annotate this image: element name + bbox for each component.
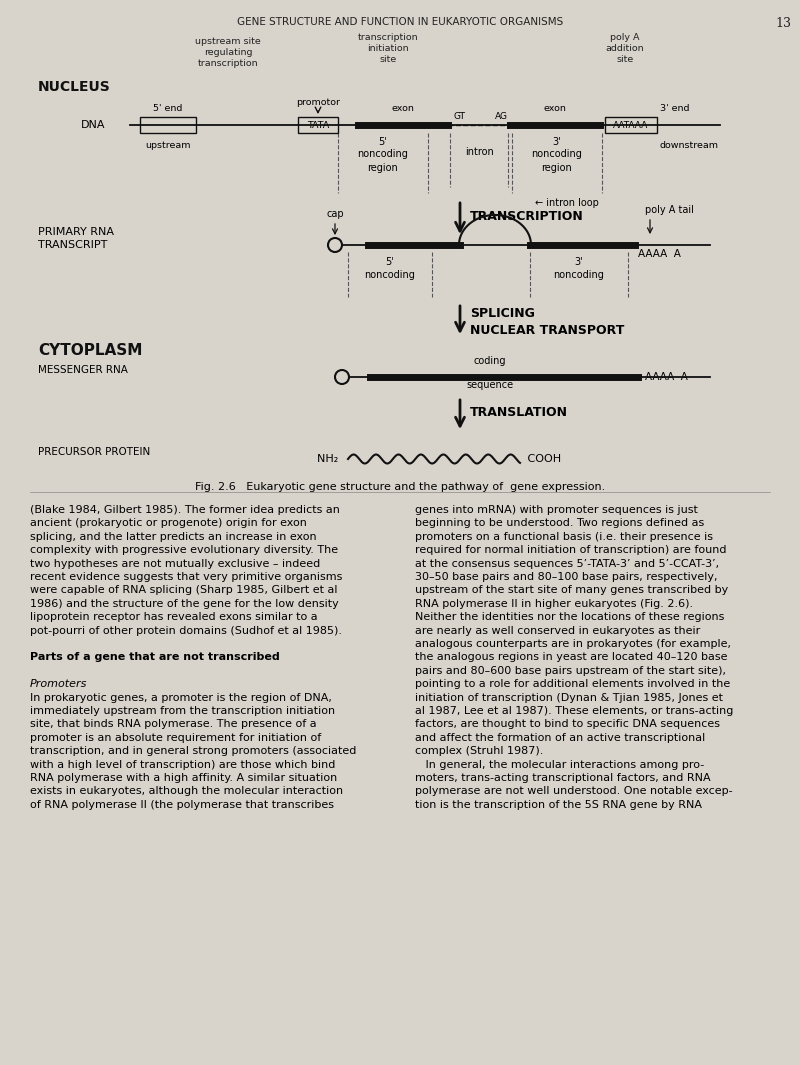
Text: upstream: upstream [146, 141, 190, 150]
Text: region: region [542, 163, 572, 173]
Text: noncoding: noncoding [358, 149, 409, 159]
Text: Fig. 2.6   Eukaryotic gene structure and the pathway of  gene expression.: Fig. 2.6 Eukaryotic gene structure and t… [195, 482, 605, 492]
Text: 3': 3' [574, 257, 583, 267]
Text: tion is the transcription of the 5S RNA gene by RNA: tion is the transcription of the 5S RNA … [415, 800, 702, 809]
Text: the analogous regions in yeast are located 40–120 base: the analogous regions in yeast are locat… [415, 653, 727, 662]
Text: recent evidence suggests that very primitive organisms: recent evidence suggests that very primi… [30, 572, 342, 581]
Bar [605, 117, 657, 133]
Text: RNA polymerase with a high affinity. A similar situation: RNA polymerase with a high affinity. A s… [30, 773, 338, 783]
Text: COOH: COOH [524, 454, 561, 464]
Text: splicing, and the latter predicts an increase in exon: splicing, and the latter predicts an inc… [30, 531, 317, 542]
Text: 30–50 base pairs and 80–100 base pairs, respectively,: 30–50 base pairs and 80–100 base pairs, … [415, 572, 718, 581]
Text: cap: cap [326, 209, 344, 219]
Text: 1986) and the structure of the gene for the low density: 1986) and the structure of the gene for … [30, 599, 338, 609]
Text: Neither the identities nor the locations of these regions: Neither the identities nor the locations… [415, 612, 724, 622]
Text: noncoding: noncoding [554, 271, 605, 280]
Text: noncoding: noncoding [531, 149, 582, 159]
Text: 13: 13 [775, 17, 791, 30]
Text: AAAA  A: AAAA A [645, 372, 688, 382]
Text: moters, trans-acting transcriptional factors, and RNA: moters, trans-acting transcriptional fac… [415, 773, 710, 783]
Text: analogous counterparts are in prokaryotes (for example,: analogous counterparts are in prokaryote… [415, 639, 731, 649]
Text: In general, the molecular interactions among pro-: In general, the molecular interactions a… [415, 759, 704, 770]
Text: of RNA polymerase II (the polymerase that transcribes: of RNA polymerase II (the polymerase tha… [30, 800, 334, 809]
Text: ← intron loop: ← intron loop [535, 198, 599, 208]
Text: downstream: downstream [660, 141, 719, 150]
Text: factors, are thought to bind to specific DNA sequences: factors, are thought to bind to specific… [415, 719, 720, 730]
Text: CYTOPLASM: CYTOPLASM [38, 343, 142, 358]
Text: at the consensus sequences 5’-TATA-3’ and 5’-CCAT-3’,: at the consensus sequences 5’-TATA-3’ an… [415, 559, 719, 569]
Text: transcription, and in general strong promoters (associated: transcription, and in general strong pro… [30, 747, 356, 756]
Text: initiation of transcription (Dynan & Tjian 1985, Jones et: initiation of transcription (Dynan & Tji… [415, 692, 723, 703]
Text: RNA polymerase II in higher eukaryotes (Fig. 2.6).: RNA polymerase II in higher eukaryotes (… [415, 599, 693, 609]
Text: AATAAA: AATAAA [614, 120, 649, 130]
Text: PRIMARY RNA
TRANSCRIPT: PRIMARY RNA TRANSCRIPT [38, 227, 114, 250]
Text: poly A
addition
site: poly A addition site [606, 33, 644, 64]
Text: sequence: sequence [466, 380, 514, 390]
Text: pointing to a role for additional elements involved in the: pointing to a role for additional elemen… [415, 679, 730, 689]
Text: noncoding: noncoding [365, 271, 415, 280]
Text: required for normal initiation of transcription) are found: required for normal initiation of transc… [415, 545, 726, 555]
Text: and affect the formation of an active transcriptional: and affect the formation of an active tr… [415, 733, 706, 742]
Text: 5': 5' [386, 257, 394, 267]
Text: promoter is an absolute requirement for initiation of: promoter is an absolute requirement for … [30, 733, 322, 742]
Text: al 1987, Lee et al 1987). These elements, or trans-acting: al 1987, Lee et al 1987). These elements… [415, 706, 734, 716]
Text: 5' end: 5' end [154, 104, 182, 113]
Text: pairs and 80–600 base pairs upstream of the start site),: pairs and 80–600 base pairs upstream of … [415, 666, 726, 676]
Text: complex (Struhl 1987).: complex (Struhl 1987). [415, 747, 543, 756]
Text: two hypotheses are not mutually exclusive – indeed: two hypotheses are not mutually exclusiv… [30, 559, 320, 569]
Text: 3' end: 3' end [660, 104, 690, 113]
Text: promotor: promotor [296, 98, 340, 107]
Text: lipoprotein receptor has revealed exons similar to a: lipoprotein receptor has revealed exons … [30, 612, 318, 622]
Text: GT: GT [453, 112, 465, 121]
Text: polymerase are not well understood. One notable excep-: polymerase are not well understood. One … [415, 786, 733, 797]
Text: SPLICING
NUCLEAR TRANSPORT: SPLICING NUCLEAR TRANSPORT [470, 307, 624, 337]
Text: ancient (prokaryotic or progenote) origin for exon: ancient (prokaryotic or progenote) origi… [30, 519, 307, 528]
Text: intron: intron [465, 147, 494, 157]
Text: exon: exon [543, 104, 566, 113]
Text: coding: coding [474, 356, 506, 366]
Text: upstream site
regulating
transcription: upstream site regulating transcription [195, 37, 261, 68]
Text: are nearly as well conserved in eukaryotes as their: are nearly as well conserved in eukaryot… [415, 625, 700, 636]
Text: PRECURSOR PROTEIN: PRECURSOR PROTEIN [38, 447, 150, 457]
Bar [298, 117, 338, 133]
Text: TRANSCRIPTION: TRANSCRIPTION [470, 210, 584, 223]
Text: complexity with progressive evolutionary diversity. The: complexity with progressive evolutionary… [30, 545, 338, 555]
Text: DNA: DNA [81, 120, 105, 130]
Text: with a high level of transcription) are those which bind: with a high level of transcription) are … [30, 759, 335, 770]
Text: NH₂: NH₂ [318, 454, 342, 464]
Text: promoters on a functional basis (i.e. their presence is: promoters on a functional basis (i.e. th… [415, 531, 713, 542]
Text: (Blake 1984, Gilbert 1985). The former idea predicts an: (Blake 1984, Gilbert 1985). The former i… [30, 505, 340, 515]
Text: region: region [368, 163, 398, 173]
Text: 5': 5' [378, 137, 387, 147]
Text: beginning to be understood. Two regions defined as: beginning to be understood. Two regions … [415, 519, 704, 528]
Text: 3': 3' [553, 137, 562, 147]
Text: genes into mRNA) with promoter sequences is just: genes into mRNA) with promoter sequences… [415, 505, 698, 515]
Text: GENE STRUCTURE AND FUNCTION IN EUKARYOTIC ORGANISMS: GENE STRUCTURE AND FUNCTION IN EUKARYOTI… [237, 17, 563, 27]
Text: NUCLEUS: NUCLEUS [38, 80, 110, 94]
Text: TRANSLATION: TRANSLATION [470, 406, 568, 419]
Text: transcription
initiation
site: transcription initiation site [358, 33, 418, 64]
Text: TATA: TATA [307, 120, 329, 130]
Text: poly A tail: poly A tail [645, 204, 694, 215]
Text: Parts of a gene that are not transcribed: Parts of a gene that are not transcribed [30, 653, 280, 662]
Text: were capable of RNA splicing (Sharp 1985, Gilbert et al: were capable of RNA splicing (Sharp 1985… [30, 586, 338, 595]
Text: pot-pourri of other protein domains (Sudhof et al 1985).: pot-pourri of other protein domains (Sud… [30, 625, 342, 636]
Text: exon: exon [391, 104, 414, 113]
Bar [140, 117, 196, 133]
Text: AG: AG [495, 112, 508, 121]
Text: immediately upstream from the transcription initiation: immediately upstream from the transcript… [30, 706, 335, 716]
Text: AAAA  A: AAAA A [638, 249, 681, 259]
Text: upstream of the start site of many genes transcribed by: upstream of the start site of many genes… [415, 586, 728, 595]
Text: Promoters: Promoters [30, 679, 87, 689]
Text: MESSENGER RNA: MESSENGER RNA [38, 365, 128, 375]
Text: In prokaryotic genes, a promoter is the region of DNA,: In prokaryotic genes, a promoter is the … [30, 692, 332, 703]
Text: site, that binds RNA polymerase. The presence of a: site, that binds RNA polymerase. The pre… [30, 719, 317, 730]
Text: exists in eukaryotes, although the molecular interaction: exists in eukaryotes, although the molec… [30, 786, 343, 797]
